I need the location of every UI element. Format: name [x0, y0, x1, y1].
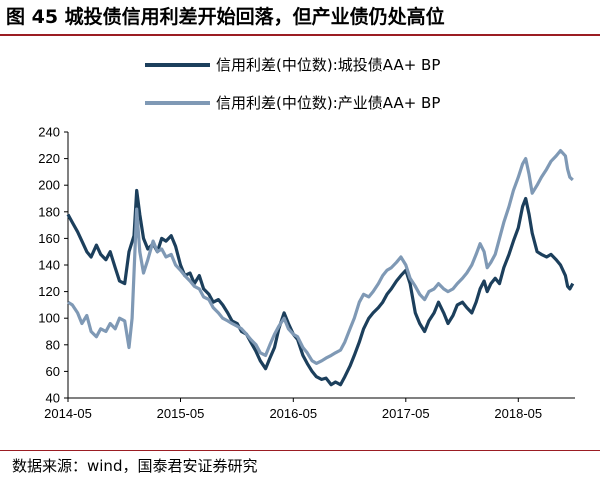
source-note: 数据来源：wind，国泰君安证券研究 [12, 457, 258, 475]
y-axis: 40 60 80 100 120 140 160 180 200 220 240 [38, 125, 69, 406]
line-chart: 信用利差(中位数):城投债AA+ BP 信用利差(中位数):产业债AA+ BP … [38, 56, 575, 421]
x-axis: 2014-05 2015-05 2016-05 2017-05 2018-05 [44, 397, 575, 421]
y-tick-label: 80 [46, 337, 60, 352]
x-tick-label: 2018-05 [494, 406, 542, 421]
title-divider [0, 34, 600, 36]
y-tick-label: 240 [38, 125, 60, 140]
x-tick-label: 2017-05 [382, 406, 430, 421]
x-tick-label: 2015-05 [157, 406, 205, 421]
y-tick-label: 180 [38, 204, 60, 219]
y-tick-label: 140 [38, 258, 60, 273]
y-tick-label: 60 [46, 364, 60, 379]
series-lines [66, 149, 575, 387]
legend-label-series-1: 信用利差(中位数):产业债AA+ BP [216, 94, 440, 112]
y-tick-label: 200 [38, 178, 60, 193]
series-line-0 [66, 188, 575, 387]
source-divider [0, 450, 600, 451]
y-tick-label: 40 [46, 391, 60, 406]
x-tick-label: 2016-05 [269, 406, 317, 421]
legend: 信用利差(中位数):城投债AA+ BP 信用利差(中位数):产业债AA+ BP [145, 56, 440, 112]
figure-title: 图 45 城投债信用利差开始回落，但产业债仍处高位 [6, 6, 445, 28]
legend-label-series-0: 信用利差(中位数):城投债AA+ BP [216, 56, 440, 74]
x-tick-label: 2014-05 [44, 406, 92, 421]
y-tick-label: 120 [38, 284, 60, 299]
y-tick-label: 220 [38, 151, 60, 166]
y-tick-label: 100 [38, 311, 60, 326]
y-tick-label: 160 [38, 231, 60, 246]
series-line-1 [67, 149, 574, 365]
